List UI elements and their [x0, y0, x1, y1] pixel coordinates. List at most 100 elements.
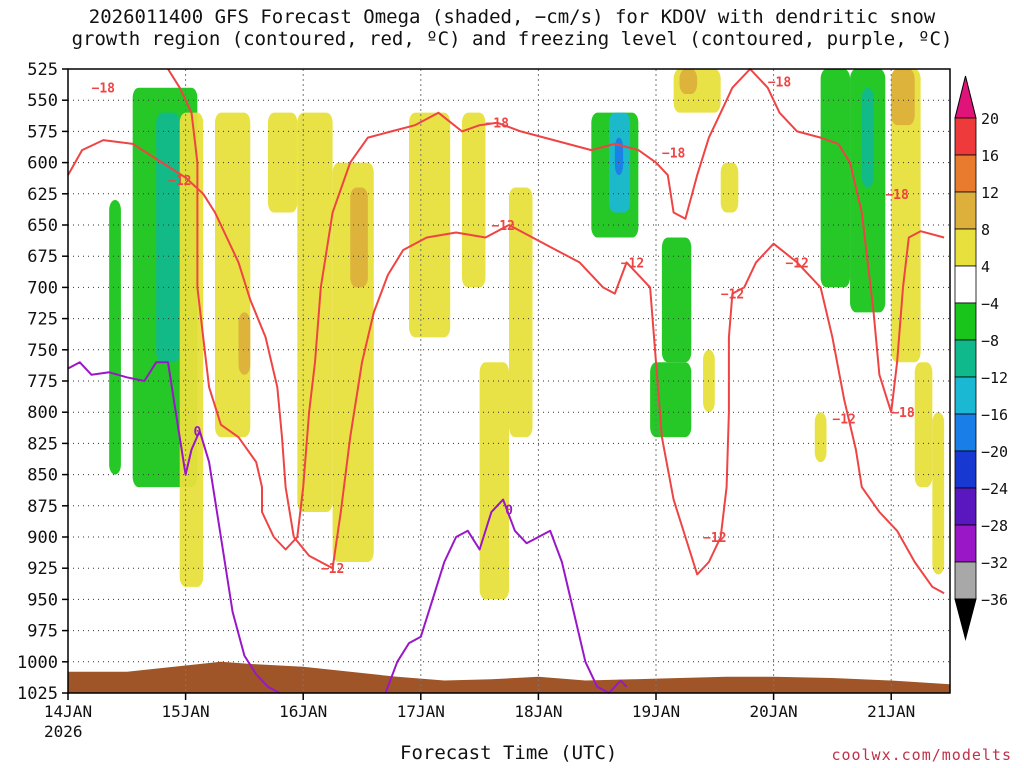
dgz-label--18C-0: −18 [92, 82, 116, 97]
freezing-label-0: 0 [193, 425, 201, 440]
freezing-level-seg1 [67, 361, 281, 694]
y-tick-label-825: 825 [27, 434, 58, 454]
colorbar-label-7: −12 [981, 369, 1008, 387]
y-tick-label-575: 575 [27, 122, 58, 142]
colorbar-label-1: 16 [981, 147, 999, 165]
colorbar-bin-7 [954, 339, 977, 378]
colorbar-bin-4 [954, 228, 977, 267]
y-tick-label-650: 650 [27, 216, 58, 236]
x-tick-label-18JAN: 18JAN [514, 702, 562, 721]
omega-region-23 [850, 69, 886, 313]
omega-region-11 [461, 112, 486, 288]
y-tick-label-525: 525 [27, 60, 58, 80]
omega-region-9 [350, 187, 368, 288]
y-tick-label-675: 675 [27, 247, 58, 267]
x-axis-title: Forecast Time (UTC) [400, 742, 618, 764]
x-tick-label-17JAN: 17JAN [397, 702, 445, 721]
omega-region-25 [891, 69, 921, 363]
colorbar-bin-3 [954, 191, 977, 230]
omega-region-5 [267, 112, 298, 213]
x-tick-label-15JAN: 15JAN [162, 702, 210, 721]
omega-region-26 [891, 69, 915, 126]
y-tick-label-975: 975 [27, 622, 58, 642]
colorbar-top-arrow [954, 75, 977, 119]
freezing-level-seg3 [608, 679, 628, 694]
dgz-label--12C-4: −12 [721, 288, 744, 303]
dgz-label--12C-6: −12 [785, 256, 808, 271]
year-label: 2026 [44, 722, 83, 741]
colorbar-label-2: 12 [981, 184, 999, 202]
omega-region-21 [720, 162, 739, 213]
y-tick-label-1000: 1000 [17, 653, 58, 673]
colorbar-bin-8 [954, 376, 977, 415]
dgz-contour--18C [167, 68, 945, 551]
omega-region-17 [661, 237, 692, 363]
dgz-label--18C-4: −18 [885, 188, 909, 203]
x-tick-label-20JAN: 20JAN [750, 702, 798, 721]
dgz-contour--12C [67, 139, 945, 595]
colorbar-bin-1 [954, 117, 977, 156]
y-tick-label-875: 875 [27, 497, 58, 517]
dgz-label--12C-7: −12 [832, 412, 855, 427]
omega-region-6 [297, 112, 333, 513]
omega-region-24 [861, 87, 874, 188]
dgz-label--12C-0: −12 [168, 174, 191, 189]
y-tick-label-950: 950 [27, 590, 58, 610]
colorbar-label-5: −4 [981, 295, 999, 313]
x-tick-label-21JAN: 21JAN [867, 702, 915, 721]
colorbar-label-12: −32 [981, 554, 1008, 572]
omega-region-13 [509, 187, 533, 438]
x-tick-label-16JAN: 16JAN [279, 702, 327, 721]
y-tick-label-1025: 1025 [17, 684, 58, 704]
y-tick-label-900: 900 [27, 528, 58, 548]
chart-title-line2: growth region (contoured, red, ºC) and f… [71, 28, 953, 50]
omega-region-28 [932, 412, 945, 575]
y-tick-label-550: 550 [27, 91, 58, 111]
omega-region-10 [409, 112, 451, 338]
dgz-label--12C-1: −12 [321, 562, 344, 577]
dgz-label--12C-2: −12 [491, 219, 514, 234]
source-credit: coolwx.com/modelts [831, 746, 1012, 764]
dgz-label--12C-5: −12 [703, 531, 726, 546]
dgz-label--18C-3: −18 [768, 75, 792, 90]
colorbar-label-8: −16 [981, 406, 1008, 424]
omega-region-22 [820, 69, 851, 288]
omega-region-30 [814, 412, 827, 463]
dgz-label--12C-3: −12 [621, 256, 644, 271]
colorbar-bin-13 [954, 561, 977, 600]
omega-region-16 [614, 137, 624, 176]
freezing-label-1: 0 [505, 504, 513, 519]
chart-title-line1: 2026011400 GFS Forecast Omega (shaded, −… [88, 6, 936, 28]
colorbar-bin-11 [954, 487, 977, 526]
y-tick-label-800: 800 [27, 403, 58, 423]
x-tick-label-14JAN: 14JAN [44, 702, 92, 721]
colorbar-bin-9 [954, 413, 977, 452]
omega-region-27 [914, 362, 933, 488]
dgz-label--18C-5: −18 [891, 406, 915, 421]
colorbar-label-10: −24 [981, 480, 1008, 498]
colorbar-bin-12 [954, 524, 977, 563]
omega-region-1 [156, 112, 180, 363]
colorbar-bin-2 [954, 154, 977, 193]
omega-region-7 [238, 312, 251, 375]
colorbar-label-3: 8 [981, 221, 990, 239]
omega-region-20 [679, 69, 698, 94]
colorbar-label-4: 4 [981, 258, 990, 276]
colorbar-label-6: −8 [981, 332, 999, 350]
omega-region-4 [215, 112, 251, 438]
y-tick-label-750: 750 [27, 341, 58, 361]
colorbar-label-11: −28 [981, 517, 1008, 535]
colorbar-bottom-arrow [954, 598, 977, 641]
omega-region-12 [479, 362, 509, 600]
x-tick-label-19JAN: 19JAN [632, 702, 680, 721]
y-tick-label-775: 775 [27, 372, 58, 392]
y-tick-label-925: 925 [27, 559, 58, 579]
terrain-surface [68, 661, 950, 693]
colorbar-label-0: 20 [981, 110, 999, 128]
colorbar-bin-6 [954, 302, 977, 341]
colorbar-label-9: −20 [981, 443, 1008, 461]
y-tick-label-700: 700 [27, 278, 58, 298]
dgz-label--18C-1: −18 [485, 117, 509, 132]
y-tick-label-625: 625 [27, 185, 58, 205]
